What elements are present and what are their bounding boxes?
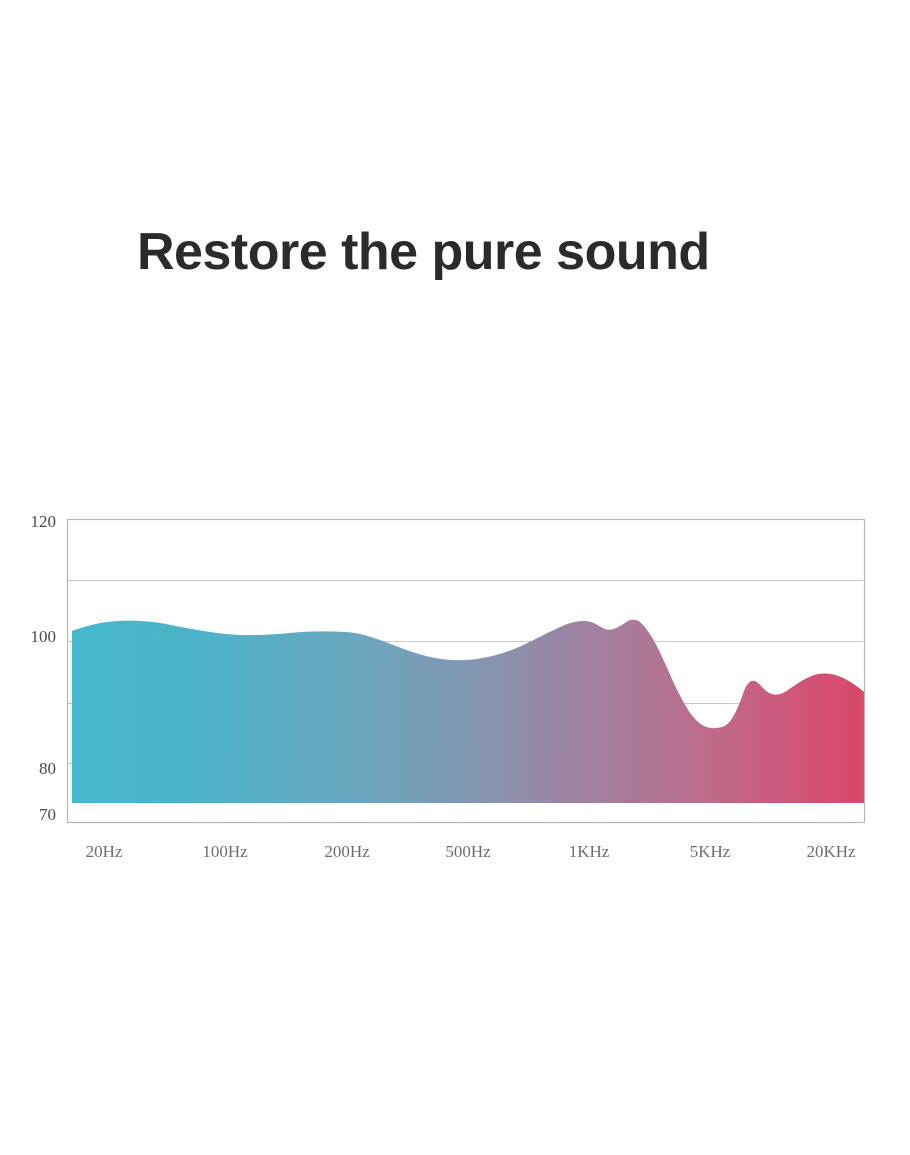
x-tick-label-100hz: 100Hz <box>202 842 248 861</box>
x-tick-label-20khz: 20KHz <box>806 842 856 861</box>
x-tick-label-20hz: 20Hz <box>85 842 123 861</box>
y-tick-label-80: 80 <box>39 759 56 778</box>
x-tick-label-5khz: 5KHz <box>689 842 731 861</box>
response-area <box>72 619 864 803</box>
page-title: Restore the pure sound <box>137 223 710 281</box>
x-tick-label-500hz: 500Hz <box>445 842 491 861</box>
frequency-response-chart: 120 100 80 70 20Hz 100Hz 200Hz 500Hz 1KH… <box>0 500 910 880</box>
x-tick-label-1khz: 1KHz <box>568 842 610 861</box>
x-tick-label-200hz: 200Hz <box>324 842 370 861</box>
plot-frame <box>66 518 866 824</box>
y-tick-label-100: 100 <box>30 627 57 646</box>
chart-canvas <box>66 518 866 824</box>
y-tick-label-70: 70 <box>39 805 56 824</box>
y-tick-label-120: 120 <box>30 512 57 531</box>
